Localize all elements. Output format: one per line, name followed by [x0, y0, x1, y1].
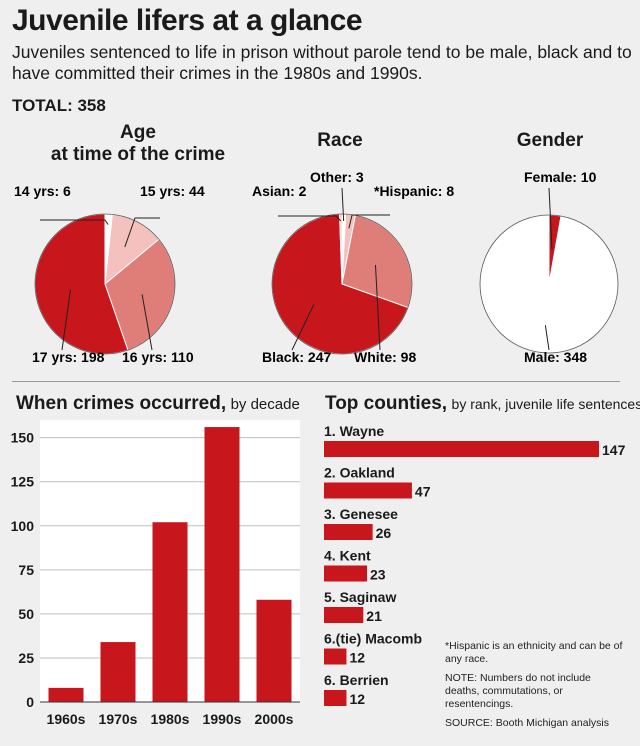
- age-leader-0: [40, 219, 109, 225]
- decade-ytick-label: 50: [18, 606, 34, 622]
- age-leader-1: [124, 217, 160, 248]
- county-bar: [324, 441, 599, 457]
- page-subtitle: Juveniles sentenced to life in prison wi…: [12, 42, 632, 83]
- decade-xtick-label: 1970s: [99, 711, 138, 727]
- county-bar: [324, 524, 373, 540]
- race-label-black: Black: 247: [262, 349, 331, 365]
- gender-label-female: Female: 10: [524, 169, 597, 185]
- race-label-hispanic: *Hispanic: 8: [374, 183, 454, 199]
- decade-bar: [204, 427, 240, 702]
- race-leader-1: [348, 214, 390, 229]
- decade-bar: [256, 599, 292, 702]
- decade-ytick-label: 25: [18, 650, 34, 666]
- decade-chart-title: When crimes occurred,: [16, 393, 227, 414]
- county-label: 1. Wayne: [324, 423, 384, 439]
- counties-chart-title: Top counties,: [325, 393, 448, 414]
- age-chart-header: Age at time of the crime: [48, 122, 228, 166]
- decade-xtick-label: 1980s: [151, 711, 190, 727]
- decade-bar: [152, 522, 188, 702]
- race-chart-title: Race: [317, 130, 363, 151]
- race-leader-0: [341, 187, 345, 222]
- hispanic-note: *Hispanic is an ethnicity and can be of …: [445, 640, 623, 665]
- race-leader-3: [291, 304, 315, 351]
- decade-xtick-label: 2000s: [255, 711, 294, 727]
- county-value-label: 26: [376, 525, 392, 541]
- source-note: SOURCE: Booth Michigan analysis: [445, 717, 609, 729]
- age-leader-3: [61, 289, 71, 351]
- decade-xtick-label: 1990s: [203, 711, 242, 727]
- county-label: 6.(tie) Macomb: [324, 631, 422, 647]
- age-leader-2: [141, 294, 153, 351]
- county-label: 2. Oakland: [324, 465, 395, 481]
- county-label: 4. Kent: [324, 548, 371, 564]
- decade-bar-chart: 0 25 50 75 100 125 150 1960s 1970s 1980s 1990s 2000…: [11, 420, 300, 727]
- decade-ytick-label: 75: [18, 562, 34, 578]
- race-leader-2: [374, 264, 381, 351]
- decade-ytick-label: 125: [11, 474, 35, 490]
- age-pie-chart: 14 yrs: 6 15 yrs: 44 16 yrs: 110 17 yrs:…: [14, 183, 205, 365]
- race-outline: [271, 213, 413, 355]
- race-leader-4: [278, 215, 342, 222]
- numbers-note: NOTE: Numbers do not include deaths, com…: [445, 672, 591, 710]
- county-label: 3. Genesee: [324, 506, 398, 522]
- county-bar: [324, 607, 364, 623]
- gender-leader-1: [544, 325, 550, 351]
- race-label-white: White: 98: [354, 349, 416, 365]
- gender-label-male: Male: 348: [524, 349, 587, 365]
- county-bar: [324, 482, 412, 499]
- decade-ytick-label: 0: [26, 694, 34, 710]
- county-bar: [324, 690, 347, 706]
- counties-chart-header: Top counties, by rank, juvenile life sen…: [325, 393, 640, 415]
- age-outline: [34, 213, 176, 355]
- age-label-17: 17 yrs: 198: [32, 349, 105, 365]
- gender-leader-0: [548, 187, 553, 250]
- decade-ytick-label: 100: [11, 518, 35, 534]
- total-count: TOTAL: 358: [12, 96, 106, 115]
- decade-bar: [100, 642, 136, 702]
- age-chart-subtitle: at time of the crime: [50, 144, 226, 165]
- county-label: 5. Saginaw: [324, 589, 396, 605]
- decade-ytick-label: 150: [11, 430, 35, 446]
- county-value-label: 21: [366, 608, 382, 624]
- county-bar: [324, 565, 368, 582]
- race-label-asian: Asian: 2: [252, 183, 307, 199]
- county-value-label: 12: [349, 691, 365, 707]
- county-value-label: 23: [370, 567, 386, 583]
- counties-bar-chart: 1. Wayne 147 2. Oakland 47 3. Genesee 26 4. Ke…: [324, 423, 626, 707]
- page-title: Juvenile lifers at a glance: [12, 4, 363, 37]
- counties-chart-title-suffix: by rank, juvenile life sentences: [451, 396, 640, 412]
- county-label: 6. Berrien: [324, 672, 389, 688]
- age-label-14: 14 yrs: 6: [14, 183, 71, 199]
- county-value-label: 47: [415, 484, 431, 500]
- county-value-label: 147: [602, 442, 626, 458]
- age-label-16: 16 yrs: 110: [122, 349, 194, 365]
- race-label-other: Other: 3: [310, 169, 364, 185]
- gender-pie-chart: Female: 10 Male: 348: [479, 169, 619, 365]
- county-bar: [324, 648, 347, 665]
- gender-outline: [479, 214, 619, 354]
- county-value-label: 12: [349, 650, 365, 666]
- age-chart-title: Age: [120, 122, 156, 143]
- age-label-15: 15 yrs: 44: [140, 183, 205, 199]
- section-divider: [12, 381, 620, 382]
- decade-xtick-label: 1960s: [47, 711, 86, 727]
- race-pie-chart: Asian: 2 Other: 3 *Hispanic: 8 White: 98…: [252, 169, 454, 365]
- gender-slice-1: [479, 214, 619, 354]
- decade-chart-title-suffix: by decade: [230, 396, 300, 413]
- gender-chart-title: Gender: [516, 130, 584, 151]
- decade-bar: [48, 687, 84, 702]
- decade-chart-header: When crimes occurred, by decade: [16, 393, 300, 415]
